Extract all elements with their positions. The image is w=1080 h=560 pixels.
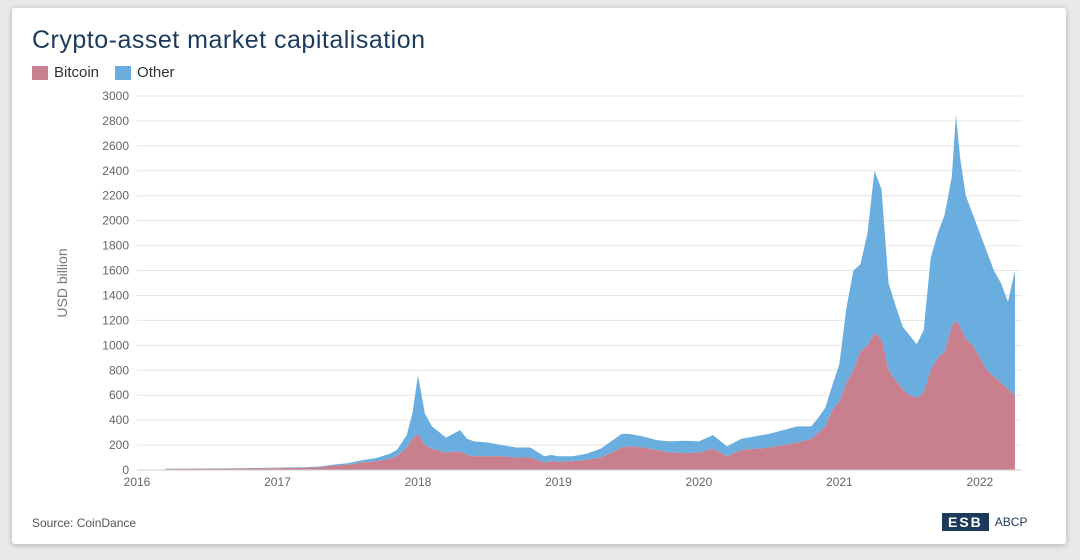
chart-title: Crypto-asset market capitalisation <box>32 26 426 54</box>
x-tick-label: 2021 <box>826 475 853 489</box>
chart-card: Crypto-asset market capitalisation Bitco… <box>12 8 1066 544</box>
chart-svg: 0 200 400 600 800 1000 1200 1400 1600 1800 2000 220… <box>54 89 1022 489</box>
source-note: Source: CoinDance <box>32 516 137 530</box>
y-tick-label: 200 <box>109 438 129 452</box>
legend-label-other: Other <box>137 64 175 81</box>
x-tick-label: 2018 <box>405 475 432 489</box>
y-axis-label: USD billion <box>54 248 70 317</box>
series-area-bitcoin <box>165 320 1015 470</box>
x-tick-label: 2020 <box>686 475 713 489</box>
legend-swatch-bitcoin <box>32 65 48 80</box>
y-tick-label: 600 <box>109 388 129 402</box>
legend-swatch-other <box>115 65 132 80</box>
legend-item-bitcoin[interactable]: Bitcoin <box>32 64 99 81</box>
y-tick-label: 800 <box>109 363 129 377</box>
area-layer <box>165 114 1015 470</box>
legend-label-bitcoin: Bitcoin <box>54 64 100 81</box>
logo-tagline: ABCP <box>994 515 1028 529</box>
x-tick-label: 2017 <box>264 475 291 489</box>
y-tick-label: 2000 <box>102 214 129 228</box>
x-tick-label: 2016 <box>124 475 151 489</box>
y-tick-label: 0 <box>122 463 129 477</box>
y-tick-label: 2800 <box>102 114 129 128</box>
y-tick-label: 1800 <box>102 239 129 253</box>
esb-logo: ESB ABCP <box>942 513 1027 531</box>
y-tick-label: 3000 <box>102 89 129 103</box>
x-tick-label: 2019 <box>545 475 572 489</box>
y-tick-label: 2200 <box>102 189 129 203</box>
x-tick-label: 2022 <box>967 475 994 489</box>
y-tick-label: 2400 <box>102 164 129 178</box>
y-tick-label: 1000 <box>102 338 129 352</box>
legend: Bitcoin Other <box>32 64 175 81</box>
axis-layer: 0 200 400 600 800 1000 1200 1400 1600 1800 2000 220… <box>54 89 1022 489</box>
y-tick-label: 1200 <box>102 313 129 327</box>
y-tick-label: 1600 <box>102 264 129 278</box>
logo-mark: ESB <box>942 513 989 531</box>
y-tick-label: 400 <box>109 413 129 427</box>
y-tick-label: 2600 <box>102 139 129 153</box>
y-tick-label: 1400 <box>102 288 129 302</box>
legend-item-other[interactable]: Other <box>115 64 175 81</box>
